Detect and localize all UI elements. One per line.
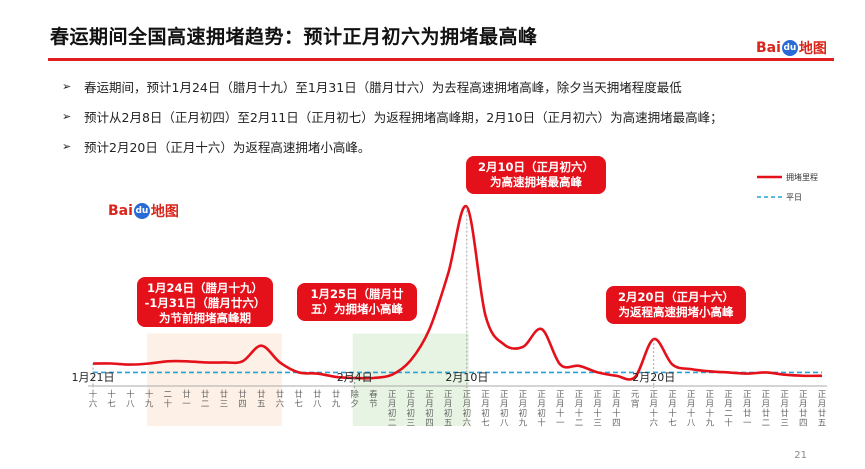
logo-bai-text: Bai: [108, 203, 133, 219]
x-tick-label: 十八: [126, 389, 135, 410]
x-tick-label: 十七: [107, 389, 116, 410]
date-marker-label: 1月21日: [72, 371, 115, 384]
x-tick-label: 正月初七: [481, 390, 490, 429]
x-tick-label: 十九: [145, 389, 154, 410]
page-title: 春运期间全国高速拥堵趋势：预计正月初六为拥堵最高峰: [50, 26, 538, 48]
x-tick-label: 廿六: [276, 389, 285, 410]
highlight-band: [352, 333, 469, 426]
x-tick-label: 正月廿四: [799, 390, 808, 429]
x-tick-label: 廿五: [257, 389, 266, 410]
x-tick-label: 除夕: [350, 389, 359, 410]
x-tick-label: 春节: [369, 389, 378, 410]
callout-text: 2月20日（正月十六）: [618, 290, 734, 304]
bullet-text: 预计2月20日（正月十六）为返程高速拥堵小高峰。: [84, 139, 371, 155]
logo-bai-text: Bai: [756, 40, 781, 56]
x-tick-label: 正月廿五: [818, 390, 827, 429]
x-tick-label: 正月初三: [407, 390, 416, 429]
callout-text: 1月25日（腊月廿: [310, 287, 404, 301]
x-tick-label: 廿七: [294, 389, 303, 410]
callout-text: 为返程高速拥堵小高峰: [619, 305, 734, 319]
x-tick-label: 正月二十: [724, 390, 733, 429]
x-tick-label: 正月十四: [612, 390, 621, 429]
x-tick-label: 正月廿一: [743, 390, 752, 429]
callout-text: 五）为拥堵小高峰: [311, 302, 403, 316]
callout-text: -1月31日（腊月廿六）: [145, 296, 266, 310]
bullet-text: 春运期间，预计1月24日（腊月十九）至1月31日（腊月廿六）为去程高速拥堵高峰，…: [84, 79, 682, 95]
callout-background: [137, 277, 273, 327]
x-tick-label: 廿九: [332, 389, 341, 410]
x-tick-label: 正月初五: [444, 390, 453, 429]
callout-box: 2月10日（正月初六）为高速拥堵最高峰: [466, 156, 606, 194]
bullet-text: 预计从2月8日（正月初四）至2月11日（正月初七）为返程拥堵高峰期，2月10日（…: [84, 109, 723, 125]
callout-background: [297, 283, 417, 321]
highlight-band: [147, 333, 282, 426]
x-tick-label: 正月十七: [668, 390, 677, 429]
callout-background: [466, 156, 606, 194]
chart-baidu-map-logo: Bai du 地图: [108, 201, 179, 221]
callout-text: 为高速拥堵最高峰: [490, 175, 582, 189]
date-marker-label: 2月20日: [632, 371, 675, 384]
x-tick-label: 廿八: [313, 389, 322, 410]
arrow-bullet-icon: ➢: [62, 109, 72, 123]
bullet-item: ➢ 预计2月20日（正月十六）为返程高速拥堵小高峰。: [62, 136, 723, 156]
callout-box: 1月24日（腊月十九）-1月31日（腊月廿六）为节前拥堵高峰期: [137, 277, 273, 327]
date-marker-label: 2月10日: [445, 371, 488, 384]
x-tick-label: 正月十一: [556, 390, 565, 429]
logo-map-text: 地图: [798, 41, 827, 57]
x-tick-label: 二十: [164, 390, 173, 410]
x-tick-label: 正月廿二: [762, 390, 771, 429]
x-tick-label: 正月十三: [593, 390, 602, 429]
paw-icon: du: [781, 40, 798, 56]
x-tick-label: 元宵: [631, 390, 640, 410]
logo-map-text: 地图: [150, 204, 179, 220]
callout-text: 1月24日（腊月十九）: [147, 281, 263, 295]
callout-text: 2月10日（正月初六）: [478, 160, 594, 174]
x-tick-label: 正月初九: [519, 390, 528, 429]
baidu-map-logo: Bai du 地图: [756, 38, 827, 58]
x-tick-label: 正月初四: [425, 390, 434, 429]
x-tick-label: 廿三: [220, 389, 229, 410]
congestion-series-line: [92, 204, 823, 381]
x-tick-label: 正月十八: [687, 390, 696, 429]
bullet-item: ➢ 春运期间，预计1月24日（腊月十九）至1月31日（腊月廿六）为去程高速拥堵高…: [62, 76, 723, 96]
arrow-bullet-icon: ➢: [62, 139, 72, 153]
callout-text: 为节前拥堵高峰期: [159, 311, 251, 325]
x-tick-label: 廿二: [201, 389, 210, 410]
arrow-bullet-icon: ➢: [62, 79, 72, 93]
legend-label: 拥堵里程: [786, 172, 818, 182]
x-tick-label: 正月初十: [537, 390, 546, 429]
callout-box: 2月20日（正月十六）为返程高速拥堵小高峰: [606, 286, 746, 324]
x-tick-label: 正月初六: [463, 390, 472, 429]
x-tick-label: 廿一: [182, 389, 191, 410]
bullet-item: ➢ 预计从2月8日（正月初四）至2月11日（正月初七）为返程拥堵高峰期，2月10…: [62, 106, 723, 126]
x-tick-label: 正月廿三: [780, 390, 789, 429]
callout-background: [606, 286, 746, 324]
date-marker-label: 2月4日: [337, 371, 373, 384]
x-tick-label: 廿四: [238, 389, 247, 410]
x-tick-label: 正月十六: [650, 390, 659, 429]
x-tick-label: 正月初八: [500, 390, 509, 429]
x-tick-label: 十六: [89, 389, 98, 410]
x-tick-label: 正月十九: [706, 390, 715, 429]
paw-icon: du: [133, 203, 150, 219]
summary-bullets: ➢ 春运期间，预计1月24日（腊月十九）至1月31日（腊月廿六）为去程高速拥堵高…: [62, 76, 723, 166]
legend-label: 平日: [786, 193, 802, 202]
x-tick-label: 正月十二: [575, 390, 584, 429]
x-tick-label: 正月初二: [388, 390, 397, 429]
page-number: 21: [794, 450, 807, 461]
title-underline: [48, 58, 834, 61]
